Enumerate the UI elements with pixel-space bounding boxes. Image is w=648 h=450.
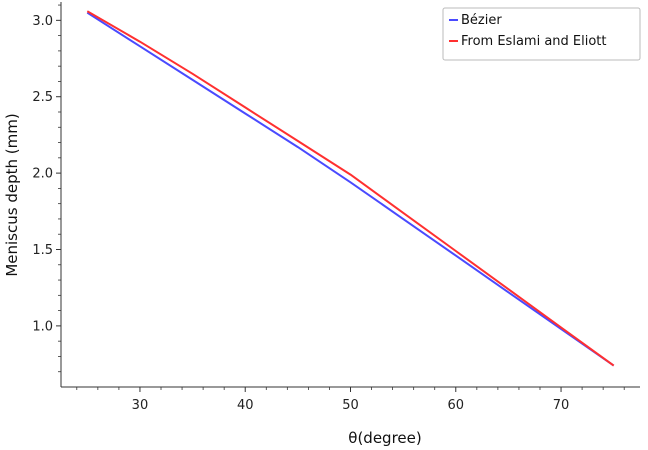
y-tick-label: 1.0 bbox=[32, 319, 53, 334]
x-tick-label: 60 bbox=[447, 398, 464, 413]
y-tick-label: 1.5 bbox=[32, 243, 53, 258]
legend-label-bezier: Bézier bbox=[461, 13, 502, 28]
legend-box bbox=[442, 7, 641, 61]
y-axis-label: Meniscus depth (mm) bbox=[3, 113, 21, 276]
x-axis-ticks: 30 40 50 60 70 bbox=[76, 387, 625, 413]
x-tick-label: 40 bbox=[237, 398, 254, 413]
y-tick-label: 2.0 bbox=[32, 167, 53, 182]
legend: Bézier From Eslami and Eliott bbox=[442, 7, 641, 61]
x-axis-label: θ(degree) bbox=[348, 429, 421, 447]
x-tick-label: 70 bbox=[553, 398, 570, 413]
series-line-bezier bbox=[86, 11, 615, 367]
x-tick-label: 50 bbox=[342, 398, 359, 413]
y-tick-label: 2.5 bbox=[32, 90, 53, 105]
x-tick-label: 30 bbox=[132, 398, 149, 413]
series-layer bbox=[86, 10, 615, 367]
y-tick-label: 3.0 bbox=[32, 14, 53, 29]
y-axis-ticks: 1.0 1.5 2.0 2.5 3.0 bbox=[32, 4, 61, 373]
plot-background bbox=[61, 2, 640, 387]
legend-label-eslami: From Eslami and Eliott bbox=[461, 34, 607, 49]
series-line-eslami bbox=[86, 10, 615, 367]
